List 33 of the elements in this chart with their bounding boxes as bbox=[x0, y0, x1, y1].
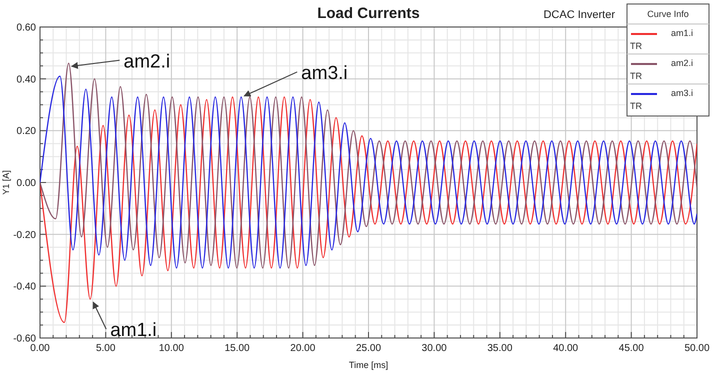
line-series bbox=[40, 96, 697, 324]
x-tick-label: 0.00 bbox=[30, 343, 50, 354]
x-tick-label: 40.00 bbox=[553, 343, 579, 354]
y-tick-label: -0.40 bbox=[13, 282, 36, 293]
x-tick-label: 10.00 bbox=[158, 343, 184, 354]
y-tick-label: 0.40 bbox=[16, 74, 36, 86]
x-tick-label: 20.00 bbox=[290, 343, 316, 354]
x-tick-label: 50.00 bbox=[684, 343, 710, 354]
y-tick-label: 0.00 bbox=[16, 178, 36, 189]
annotation: am1.i bbox=[110, 320, 157, 342]
x-tick-label: 35.00 bbox=[487, 343, 513, 354]
text: DCAC Inverter bbox=[543, 9, 616, 21]
annotation: am3.i bbox=[301, 62, 348, 84]
x-tick-label: 5.00 bbox=[96, 343, 116, 354]
legend-label: am1.i bbox=[671, 28, 694, 38]
y-tick-label: 0.60 bbox=[16, 22, 36, 34]
legend-label: am3.i bbox=[671, 88, 694, 98]
chart-title: Load Currents bbox=[317, 5, 420, 22]
annotation: TR bbox=[630, 41, 642, 51]
x-tick-label: 30.00 bbox=[422, 343, 448, 354]
x-tick-label: 45.00 bbox=[618, 343, 644, 354]
x-axis-title: Time [ms] bbox=[348, 360, 388, 370]
annotation: am2.i bbox=[124, 51, 170, 72]
y-tick-label: 0.20 bbox=[16, 126, 36, 138]
y-axis-title: Y1 [A] bbox=[1, 170, 11, 195]
y-tick-label: -0.60 bbox=[13, 334, 36, 344]
y-tick-label: -0.20 bbox=[13, 230, 36, 241]
legend-label: am2.i bbox=[671, 58, 694, 68]
x-tick-label: 15.00 bbox=[224, 343, 250, 354]
x-tick-label: 25.00 bbox=[356, 343, 382, 354]
annotation: TR bbox=[630, 71, 642, 81]
legend-title: Curve Info bbox=[647, 9, 689, 19]
annotation: TR bbox=[630, 101, 642, 111]
